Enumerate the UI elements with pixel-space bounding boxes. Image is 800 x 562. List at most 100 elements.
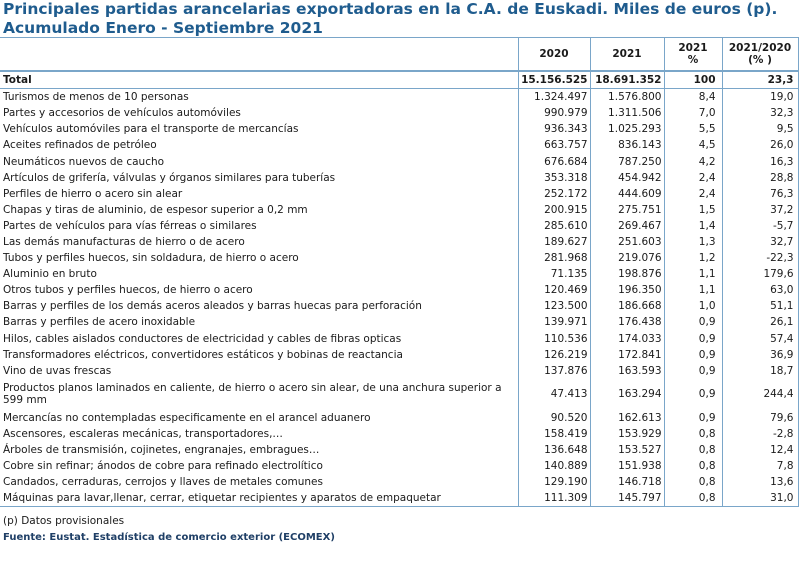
row-value-2020: 71.135 (517, 266, 591, 283)
row-value-2021: 153.929 (589, 425, 665, 442)
row-value-2021: 145.797 (589, 490, 665, 508)
table-row: Vino de uvas frescas 137.876 163.593 0,9 18,… (0, 362, 799, 379)
row-variation: 63,0 (721, 282, 799, 299)
row-share: 1,3 (663, 233, 723, 251)
row-value-2021: 219.076 (589, 250, 665, 267)
header-share-top: 2021 (678, 42, 708, 54)
row-variation: 13,6 (721, 474, 799, 491)
row-value-2021: 1.311.506 (589, 105, 665, 122)
row-value-2021: 1.576.800 (589, 88, 665, 106)
row-label: Productos planos laminados en caliente, … (0, 378, 519, 410)
total-variation: 23,3 (721, 70, 799, 90)
table-row: Aceites refinados de petróleo 663.757 836.… (0, 137, 799, 154)
row-label: Árboles de transmisión, cojinetes, engra… (0, 441, 519, 459)
row-share: 0,9 (663, 362, 723, 379)
row-value-2020: 676.684 (517, 153, 591, 170)
row-value-2020: 281.968 (517, 250, 591, 267)
row-value-2021: 162.613 (589, 409, 665, 426)
table-header: 2020 2021 2021 % 2021/2020 (% ) (0, 37, 799, 72)
row-value-2021: 176.438 (589, 314, 665, 331)
row-variation: 31,0 (721, 490, 799, 508)
row-share: 1,1 (663, 266, 723, 283)
row-value-2021: 444.609 (589, 185, 665, 202)
header-variation-bottom: (% ) (748, 54, 772, 66)
table-row: Árboles de transmisión, cojinetes, engra… (0, 441, 799, 459)
row-share: 0,8 (663, 458, 723, 475)
header-share: 2021 % (663, 37, 723, 72)
table-row: Partes y accesorios de vehículos automóv… (0, 105, 799, 122)
row-value-2021: 146.718 (589, 474, 665, 491)
row-label: Chapas y tiras de aluminio, de espesor s… (0, 201, 519, 218)
row-value-2020: 189.627 (517, 233, 591, 251)
row-value-2020: 663.757 (517, 137, 591, 154)
row-value-2021: 172.841 (589, 346, 665, 363)
table-row: Cobre sin refinar; ánodos de cobre para … (0, 458, 799, 475)
row-variation: 179,6 (721, 266, 799, 283)
row-variation: 76,3 (721, 185, 799, 202)
row-share: 0,8 (663, 490, 723, 508)
table-row: Barras y perfiles de acero inoxidable 139… (0, 314, 799, 331)
row-label: Tubos y perfiles huecos, sin soldadura, … (0, 250, 519, 267)
total-2020: 15.156.525 (517, 70, 591, 90)
row-value-2020: 136.648 (517, 441, 591, 459)
row-label: Aceites refinados de petróleo (0, 137, 519, 154)
row-share: 0,9 (663, 330, 723, 347)
row-share: 1,1 (663, 282, 723, 299)
row-value-2021: 198.876 (589, 266, 665, 283)
table-row: Artículos de grifería, válvulas y órgano… (0, 169, 799, 186)
row-label: Otros tubos y perfiles huecos, de hierro… (0, 282, 519, 299)
row-variation: 57,4 (721, 330, 799, 347)
row-share: 0,9 (663, 314, 723, 331)
row-variation: 51,1 (721, 298, 799, 315)
row-share: 0,8 (663, 474, 723, 491)
row-label: Cobre sin refinar; ánodos de cobre para … (0, 458, 519, 475)
header-share-bottom: % (687, 54, 699, 66)
row-share: 5,5 (663, 121, 723, 138)
table-row: Ascensores, escaleras mecánicas, transpo… (0, 425, 799, 442)
header-2021: 2021 (589, 37, 665, 72)
row-label: Partes de vehículos para vías férreas o … (0, 217, 519, 234)
table-row: Candados, cerraduras, cerrojos y llaves … (0, 474, 799, 491)
row-value-2020: 140.889 (517, 458, 591, 475)
header-variation: 2021/2020 (% ) (721, 37, 799, 72)
row-variation: -22,3 (721, 250, 799, 267)
row-label: Partes y accesorios de vehículos automóv… (0, 105, 519, 122)
row-value-2020: 936.343 (517, 121, 591, 138)
row-label: Artículos de grifería, válvulas y órgano… (0, 169, 519, 186)
row-variation: 12,4 (721, 441, 799, 459)
row-label: Turismos de menos de 10 personas (0, 88, 519, 106)
table-row: Chapas y tiras de aluminio, de espesor s… (0, 201, 799, 218)
row-share: 4,2 (663, 153, 723, 170)
row-variation: 37,2 (721, 201, 799, 218)
source-note: Fuente: Eustat. Estadística de comercio … (3, 532, 335, 543)
table-row: Perfiles de hierro o acero sin alear 252.… (0, 185, 799, 202)
row-variation: 26,0 (721, 137, 799, 154)
row-share: 0,9 (663, 378, 723, 410)
row-value-2020: 158.419 (517, 425, 591, 442)
row-value-2021: 1.025.293 (589, 121, 665, 138)
table-row: Neumáticos nuevos de caucho 676.684 787.25… (0, 153, 799, 170)
row-value-2021: 787.250 (589, 153, 665, 170)
row-value-2021: 163.593 (589, 362, 665, 379)
header-label (0, 37, 519, 72)
total-label: Total (0, 70, 519, 90)
row-value-2021: 186.668 (589, 298, 665, 315)
row-variation: 32,3 (721, 105, 799, 122)
row-value-2020: 129.190 (517, 474, 591, 491)
table-row: Tubos y perfiles huecos, sin soldadura, … (0, 250, 799, 267)
row-variation: 32,7 (721, 233, 799, 251)
row-value-2020: 990.979 (517, 105, 591, 122)
total-share: 100 (663, 70, 723, 90)
row-variation: 18,7 (721, 362, 799, 379)
row-label: Vino de uvas frescas (0, 362, 519, 379)
row-variation: 16,3 (721, 153, 799, 170)
row-value-2020: 111.309 (517, 490, 591, 508)
row-label: Barras y perfiles de acero inoxidable (0, 314, 519, 331)
row-label: Aluminio en bruto (0, 266, 519, 283)
footnote: (p) Datos provisionales (3, 515, 125, 527)
row-share: 1,5 (663, 201, 723, 218)
row-value-2020: 137.876 (517, 362, 591, 379)
row-value-2021: 836.143 (589, 137, 665, 154)
row-label: Transformadores eléctricos, convertidore… (0, 346, 519, 363)
header-variation-top: 2021/2020 (728, 42, 792, 54)
